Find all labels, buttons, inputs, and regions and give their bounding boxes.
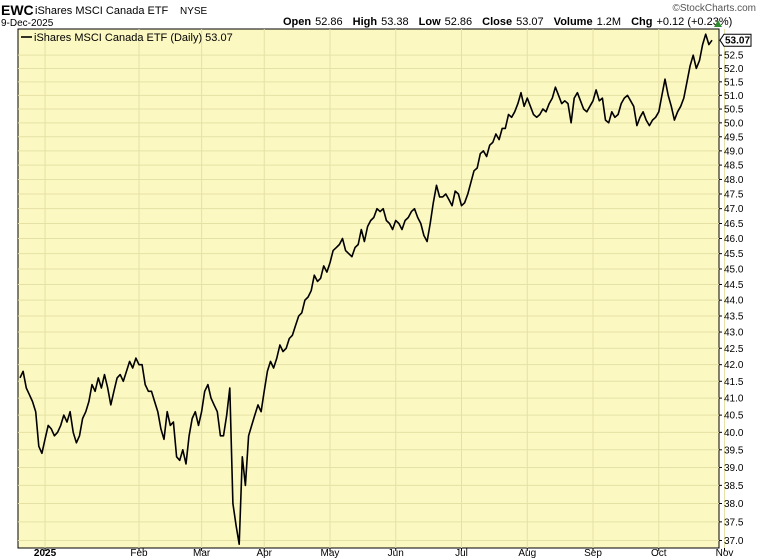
price-line xyxy=(19,33,713,545)
y-tick-label: 51.5 xyxy=(724,77,744,88)
y-tick-label: 51.0 xyxy=(724,91,744,102)
legend-text: iShares MSCI Canada ETF (Daily) 53.07 xyxy=(34,32,233,44)
y-tick-label: 45.0 xyxy=(724,264,744,275)
y-tick-label: 42.0 xyxy=(724,360,744,371)
last-price-tag: 53.07 xyxy=(719,33,752,47)
chg-up-triangle-icon xyxy=(714,20,722,27)
watermark: ©StockCharts.com xyxy=(672,3,756,14)
stat-label: High xyxy=(353,16,378,28)
exchange-name: NYSE xyxy=(180,6,208,17)
stat-value: 52.86 xyxy=(445,16,473,28)
stat-label: Volume xyxy=(554,16,593,28)
x-tick-label: Mar xyxy=(193,548,211,559)
y-tick-label: 38.5 xyxy=(724,481,744,492)
y-tick-label: 43.0 xyxy=(724,328,744,339)
y-tick-label: 38.0 xyxy=(724,499,744,510)
y-tick-label: 49.0 xyxy=(724,146,744,157)
y-tick-label: 40.5 xyxy=(724,411,744,422)
y-tick-label: 50.5 xyxy=(724,105,744,116)
stat-label: Chg xyxy=(631,16,652,28)
y-tick-label: 41.0 xyxy=(724,394,744,405)
last-price-tag-shape xyxy=(719,33,752,47)
stat-value: 53.38 xyxy=(381,16,409,28)
stat-value: 52.86 xyxy=(315,16,343,28)
y-tick-label: 52.5 xyxy=(724,51,744,62)
y-axis: 37.0 37.5 38.0 38.5 39.0 39.5 40.0 40.5 41.0 41.5… xyxy=(719,51,744,547)
y-tick-label: 42.5 xyxy=(724,344,744,355)
stat-label: Low xyxy=(419,16,441,28)
x-tick-label: Aug xyxy=(518,548,536,559)
stat-value: +0.12 (+0.23%) xyxy=(656,16,732,28)
y-tick-label: 47.5 xyxy=(724,189,744,200)
y-tick-label: 41.5 xyxy=(724,377,744,388)
x-tick-label: Feb xyxy=(130,548,148,559)
x-tick-label: Jun xyxy=(388,548,404,559)
x-tick-label: Sep xyxy=(584,548,602,559)
x-tick-label: 2025 xyxy=(34,548,57,559)
legend: iShares MSCI Canada ETF (Daily) 53.07 xyxy=(21,32,233,44)
y-tick-label: 52.0 xyxy=(724,64,744,75)
plot-area xyxy=(17,28,720,549)
y-tick-label: 46.5 xyxy=(724,219,744,230)
x-tick-label: May xyxy=(321,548,340,559)
stat-label: Close xyxy=(482,16,512,28)
y-tick-label: 44.0 xyxy=(724,296,744,307)
y-tick-label: 46.0 xyxy=(724,234,744,245)
x-axis: 2025FebMarAprMayJunJulAugSepOctNovDec xyxy=(34,548,734,559)
x-tick-label: Jul xyxy=(455,548,468,559)
grid-lines xyxy=(18,29,726,548)
y-tick-label: 45.5 xyxy=(724,249,744,260)
security-name: iShares MSCI Canada ETF xyxy=(35,5,169,17)
ticker-symbol: EWC xyxy=(1,2,34,18)
x-tick-label: Nov xyxy=(716,548,734,559)
y-tick-label: 50.0 xyxy=(724,118,744,129)
y-tick-label: 39.5 xyxy=(724,445,744,456)
y-tick-label: 47.0 xyxy=(724,204,744,215)
y-tick-label: 44.5 xyxy=(724,280,744,291)
y-tick-label: 37.5 xyxy=(724,517,744,528)
stat-label: Open xyxy=(283,16,311,28)
y-tick-label: 48.0 xyxy=(724,175,744,186)
y-tick-label: 39.0 xyxy=(724,463,744,474)
stat-value: 53.07 xyxy=(516,16,544,28)
x-tick-label: Apr xyxy=(256,548,272,559)
y-tick-label: 49.5 xyxy=(724,132,744,143)
x-tick-label: Oct xyxy=(651,548,667,559)
y-tick-label: 43.5 xyxy=(724,312,744,323)
y-tick-label: 48.5 xyxy=(724,161,744,172)
y-tick-label: 40.0 xyxy=(724,428,744,439)
y-tick-label: 37.0 xyxy=(724,536,744,547)
chart-header: EWC iShares MSCI Canada ETF NYSE 9-Dec-2… xyxy=(1,2,756,29)
chart-date: 9-Dec-2025 xyxy=(1,18,54,29)
stat-value: 1.2M xyxy=(597,16,621,28)
quote-stats: Open 52.86 High 53.38 Low 52.86 Close 53.07 Volu… xyxy=(283,16,732,28)
last-price-label: 53.07 xyxy=(725,36,750,47)
